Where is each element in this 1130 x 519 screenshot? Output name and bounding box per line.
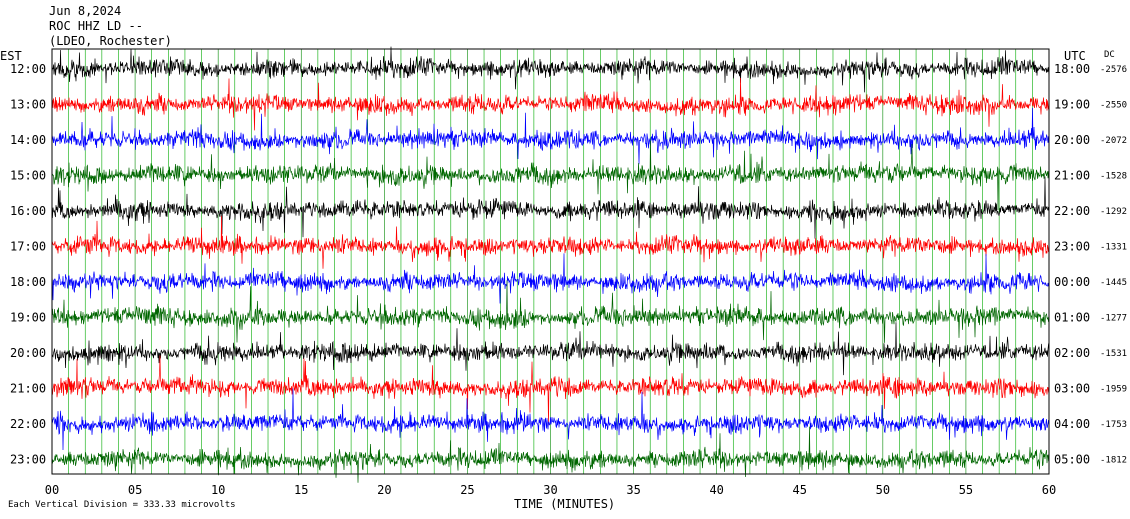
header-date: Jun 8,2024 [49,4,122,18]
utc-label-1: 19:00 [1054,98,1090,112]
trace-1800 [51,253,1050,304]
dc-label-2: -2072 [1100,136,1127,146]
trace-1700 [51,215,1050,269]
x-axis-label: TIME (MINUTES) [514,497,616,511]
dc-label-0: -2576 [1100,65,1127,75]
dc-label-1: -2550 [1100,101,1127,111]
dc-offset-labels: -2576 -2550 -2072 -1528 -1292 -1331 -1445 -1277… [1100,65,1127,466]
x-tick-05: 05 [128,483,142,497]
utc-label-0: 18:00 [1054,62,1090,76]
est-label-9: 21:00 [10,382,46,396]
trace-1200 [51,46,1050,93]
utc-label-6: 00:00 [1054,275,1090,289]
x-tick-45: 45 [793,483,807,497]
utc-label-3: 21:00 [1054,169,1090,183]
est-label-1: 13:00 [10,98,46,112]
dc-label-5: -1331 [1100,243,1127,253]
dc-label-3: -1528 [1100,172,1127,182]
utc-label-4: 22:00 [1054,204,1090,218]
dc-label-7: -1277 [1100,314,1127,324]
dc-label-8: -1531 [1100,349,1127,359]
est-label-8: 20:00 [10,346,46,360]
trace-1900 [51,280,1050,343]
seismic-traces [51,46,1050,483]
trace-1300 [51,77,1050,131]
header-location: (LDEO, Rochester) [49,34,172,48]
est-label-5: 17:00 [10,240,46,254]
est-label-11: 23:00 [10,453,46,467]
utc-label-2: 20:00 [1054,133,1090,147]
est-label-2: 14:00 [10,133,46,147]
est-label-3: 15:00 [10,169,46,183]
x-tick-30: 30 [543,483,557,497]
x-tick-50: 50 [876,483,890,497]
dc-label-4: -1292 [1100,207,1127,217]
utc-label-5: 23:00 [1054,240,1090,254]
utc-label-7: 01:00 [1054,311,1090,325]
est-label-10: 22:00 [10,417,46,431]
grid-lines [68,49,1033,474]
est-label-0: 12:00 [10,62,46,76]
x-tick-35: 35 [626,483,640,497]
est-axis-label: EST [0,49,22,63]
x-tick-15: 15 [294,483,308,497]
trace-1400 [51,107,1050,165]
dc-label-10: -1753 [1100,420,1127,430]
x-tick-55: 55 [959,483,973,497]
dc-label-9: -1959 [1100,385,1127,395]
est-label-4: 16:00 [10,204,46,218]
trace-2300 [51,426,1050,483]
utc-label-10: 04:00 [1054,417,1090,431]
x-tick-labels: 00 05 10 15 20 25 30 35 40 45 50 55 60 [45,483,1056,497]
utc-label-8: 02:00 [1054,346,1090,360]
utc-label-11: 05:00 [1054,453,1090,467]
utc-label-9: 03:00 [1054,382,1090,396]
x-tick-40: 40 [709,483,723,497]
trace-1500 [51,140,1050,211]
trace-2100 [51,355,1050,425]
x-tick-25: 25 [460,483,474,497]
utc-axis-label: UTC [1064,49,1086,63]
dc-column-label: DC [1104,50,1115,60]
header-station: ROC HHZ LD -- [49,19,143,33]
plot-frame [51,48,1050,475]
dc-label-6: -1445 [1100,278,1127,288]
trace-2000 [51,322,1050,376]
x-tick-20: 20 [377,483,391,497]
est-label-6: 18:00 [10,275,46,289]
est-label-7: 19:00 [10,311,46,325]
dc-label-11: -1812 [1100,456,1127,466]
x-tick-60: 60 [1042,483,1056,497]
trace-2200 [51,388,1050,451]
x-tick-10: 10 [211,483,225,497]
trace-1600 [51,176,1050,239]
utc-hour-labels: 18:00 19:00 20:00 21:00 22:00 23:00 00:00 01:00… [1054,62,1090,467]
x-tick-00: 00 [45,483,59,497]
vertical-division-note: Each Vertical Division = 333.33 microvol… [8,500,236,510]
est-hour-labels: 12:00 13:00 14:00 15:00 16:00 17:00 18:00 19:00… [10,62,46,467]
